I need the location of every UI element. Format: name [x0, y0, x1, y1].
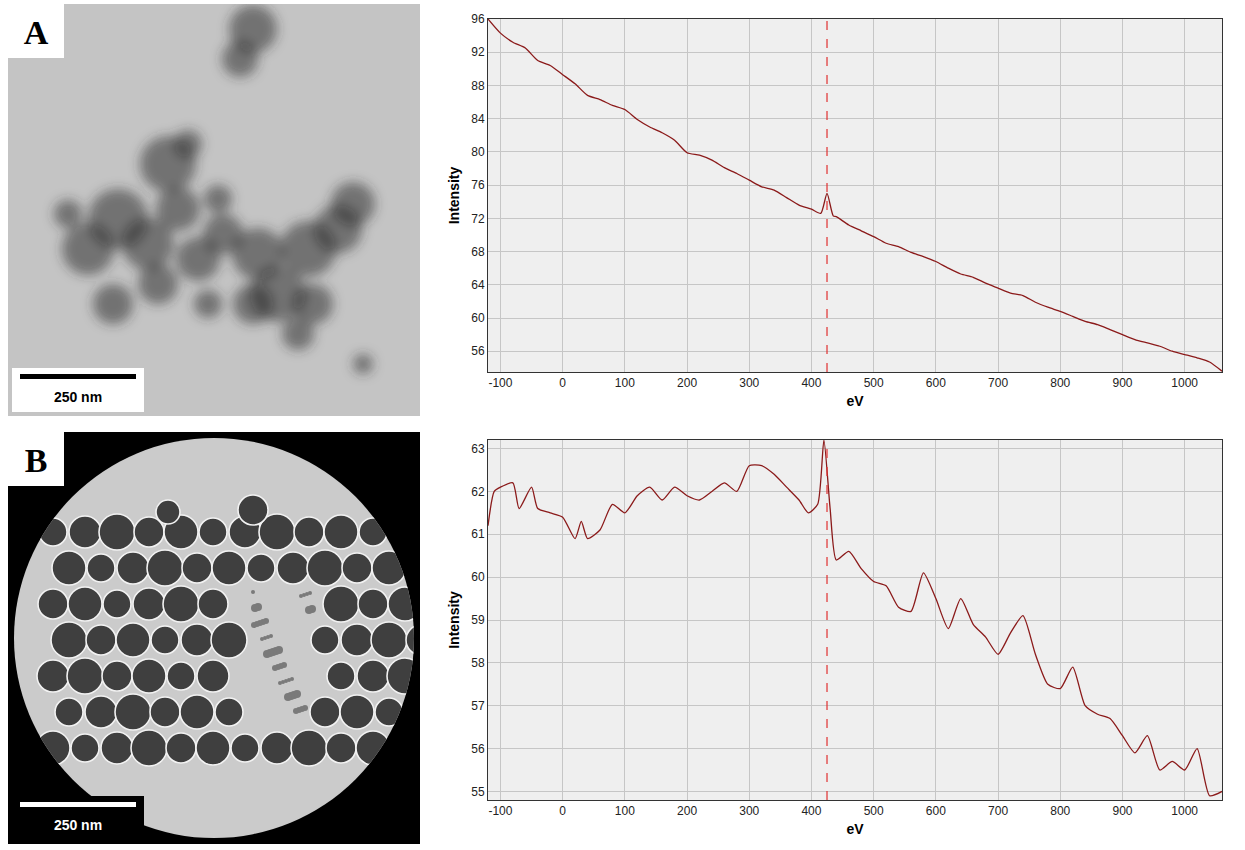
svg-text:96: 96	[471, 12, 485, 26]
svg-text:56: 56	[471, 344, 485, 358]
svg-text:56: 56	[471, 742, 485, 756]
svg-text:500: 500	[864, 804, 884, 818]
svg-text:60: 60	[471, 311, 485, 325]
svg-text:eV: eV	[846, 821, 864, 837]
svg-text:76: 76	[471, 178, 485, 192]
svg-text:300: 300	[739, 804, 759, 818]
svg-text:800: 800	[1050, 804, 1070, 818]
svg-text:900: 900	[1112, 804, 1132, 818]
svg-text:500: 500	[864, 376, 884, 390]
svg-text:1000: 1000	[1171, 804, 1198, 818]
svg-text:700: 700	[988, 376, 1008, 390]
svg-text:B: B	[25, 442, 48, 479]
svg-text:600: 600	[926, 376, 946, 390]
svg-text:Intensity: Intensity	[446, 591, 462, 649]
svg-text:84: 84	[471, 112, 485, 126]
svg-text:88: 88	[471, 79, 485, 93]
svg-text:64: 64	[471, 278, 485, 292]
svg-text:600: 600	[926, 804, 946, 818]
svg-text:300: 300	[739, 376, 759, 390]
svg-text:68: 68	[471, 245, 485, 259]
svg-text:80: 80	[471, 145, 485, 159]
svg-text:100: 100	[615, 804, 635, 818]
svg-text:-100: -100	[488, 376, 512, 390]
svg-text:800: 800	[1050, 376, 1070, 390]
svg-text:55: 55	[471, 785, 485, 799]
svg-text:900: 900	[1112, 376, 1132, 390]
svg-text:58: 58	[471, 656, 485, 670]
svg-text:250 nm: 250 nm	[54, 817, 102, 833]
svg-text:63: 63	[471, 442, 485, 456]
svg-text:1000: 1000	[1171, 376, 1198, 390]
svg-text:200: 200	[677, 376, 697, 390]
svg-text:100: 100	[615, 376, 635, 390]
svg-text:250 nm: 250 nm	[54, 389, 102, 405]
svg-text:61: 61	[471, 527, 485, 541]
svg-text:62: 62	[471, 485, 485, 499]
svg-text:0: 0	[559, 804, 566, 818]
svg-text:59: 59	[471, 613, 485, 627]
svg-text:A: A	[24, 14, 49, 51]
svg-text:0: 0	[559, 376, 566, 390]
svg-text:400: 400	[801, 376, 821, 390]
svg-text:eV: eV	[846, 393, 864, 409]
svg-text:92: 92	[471, 45, 485, 59]
svg-text:57: 57	[471, 699, 485, 713]
svg-text:400: 400	[801, 804, 821, 818]
svg-text:72: 72	[471, 212, 485, 226]
svg-text:-100: -100	[488, 804, 512, 818]
svg-text:60: 60	[471, 570, 485, 584]
svg-text:200: 200	[677, 804, 697, 818]
svg-text:700: 700	[988, 804, 1008, 818]
svg-text:Intensity: Intensity	[446, 167, 462, 225]
